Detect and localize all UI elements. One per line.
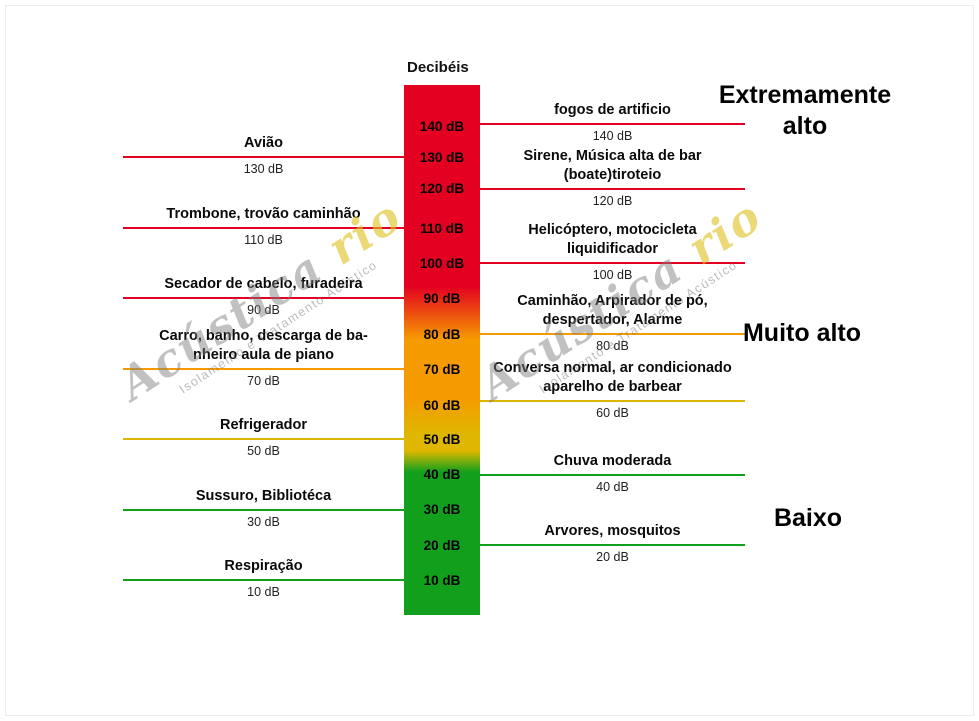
section-label-extremely-loud: Extremamente alto (718, 81, 892, 140)
sound-item: Arvores, mosquitos 20 dB (480, 522, 745, 565)
sound-item-title: Avião (244, 135, 283, 151)
sound-item-line (123, 156, 404, 158)
sound-item-db: 120 dB (592, 194, 633, 208)
section-label-low: Baixo (773, 504, 843, 532)
db-level-label: 70 dB (423, 362, 461, 377)
sound-item-line (123, 227, 404, 229)
sound-item: Helicóptero, motocicleta liquidificador … (480, 221, 745, 283)
sound-item: Trombone, trovão caminhão 110 dB (123, 205, 404, 248)
sound-item-line (480, 544, 745, 546)
sound-item: Respiração 10 dB (123, 557, 404, 600)
sound-item-title: Secador de cabelo, furadeira (164, 276, 363, 292)
sound-item-line (123, 297, 404, 299)
sound-item-title: Respiração (224, 558, 303, 574)
decibel-scale-bar: 140 dB 130 dB 120 dB 110 dB 100 dB 90 dB… (404, 85, 480, 615)
sound-item-line (480, 188, 745, 190)
sound-item: Secador de cabelo, furadeira 90 dB (123, 275, 404, 318)
sound-item: fogos de artificio 140 dB (480, 101, 745, 144)
db-level-label: 110 dB (420, 221, 464, 236)
sound-item-db: 90 dB (247, 303, 280, 317)
sound-item-db: 30 dB (247, 515, 280, 529)
section-label-very-loud: Muito alto (742, 319, 862, 347)
sound-item: Conversa normal, ar condicionado aparelh… (480, 359, 745, 421)
sound-item-line (480, 474, 745, 476)
sound-item-line (123, 579, 404, 581)
db-level-label: 90 dB (423, 291, 461, 306)
sound-item-title: fogos de artificio (554, 102, 671, 118)
sound-item-title: Chuva moderada (553, 453, 672, 469)
sound-item-line (123, 509, 404, 511)
db-level-label: 10 dB (423, 573, 461, 588)
sound-item-db: 80 dB (596, 339, 629, 353)
sound-item-title: Caminhão, Arpirador de pó, despertador, … (517, 293, 708, 328)
db-level-label: 80 dB (423, 327, 461, 342)
sound-item-title: Arvores, mosquitos (544, 523, 681, 539)
sound-item-db: 140 dB (592, 129, 633, 143)
sound-item-title: Helicóptero, motocicleta liquidificador (528, 222, 697, 257)
db-level-label: 20 dB (423, 538, 461, 553)
db-level-label: 120 dB (419, 181, 465, 196)
sound-item: Sirene, Música alta de bar (boate)tirote… (480, 147, 745, 209)
sound-item-db: 100 dB (592, 268, 633, 282)
sound-item-db: 50 dB (247, 444, 280, 458)
db-level-label: 30 dB (423, 502, 461, 517)
sound-item-line (123, 368, 404, 370)
sound-item-db: 10 dB (247, 585, 280, 599)
sound-item-db: 130 dB (243, 162, 284, 176)
sound-item: Carro, banho, descarga de ba- nheiro aul… (123, 327, 404, 389)
sound-item-db: 60 dB (596, 406, 629, 420)
db-level-label: 100 dB (419, 256, 465, 271)
chart-title: Decibéis (407, 59, 469, 76)
sound-item-line (480, 262, 745, 264)
sound-item-title: Refrigerador (219, 417, 308, 433)
sound-item-line (480, 123, 745, 125)
db-level-label: 130 dB (419, 150, 465, 165)
sound-item-title: Sussuro, Bibliotéca (195, 488, 332, 504)
sound-item-db: 110 dB (244, 233, 283, 247)
sound-item-db: 40 dB (596, 480, 629, 494)
sound-item-title: Trombone, trovão caminhão (166, 206, 361, 222)
sound-item-title: Sirene, Música alta de bar (boate)tirote… (523, 148, 702, 183)
db-level-label: 140 dB (419, 119, 465, 134)
sound-item: Refrigerador 50 dB (123, 416, 404, 459)
sound-item: Chuva moderada 40 dB (480, 452, 745, 495)
sound-item-line (123, 438, 404, 440)
sound-item: Sussuro, Bibliotéca 30 dB (123, 487, 404, 530)
db-level-label: 40 dB (423, 467, 461, 482)
db-level-label: 60 dB (423, 398, 461, 413)
sound-item-line (480, 400, 745, 402)
sound-item-title: Conversa normal, ar condicionado aparelh… (493, 360, 732, 395)
sound-item-db: 20 dB (596, 550, 629, 564)
sound-item-title: Carro, banho, descarga de ba- nheiro aul… (159, 328, 368, 363)
sound-item: Avião 130 dB (123, 134, 404, 177)
sound-item-line (480, 333, 745, 335)
sound-item: Caminhão, Arpirador de pó, despertador, … (480, 292, 745, 354)
sound-item-db: 70 dB (247, 374, 280, 388)
db-level-label: 50 dB (423, 432, 461, 447)
